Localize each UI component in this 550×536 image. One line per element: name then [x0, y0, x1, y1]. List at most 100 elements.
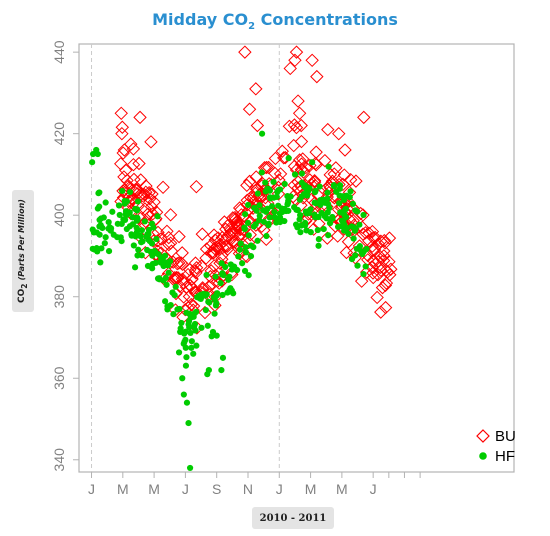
hf-point — [212, 273, 219, 280]
hf-point — [149, 260, 156, 268]
bu-point — [185, 272, 199, 286]
hf-point — [134, 215, 141, 223]
y-tick-label: 360 — [51, 366, 67, 390]
legend: BU HF — [476, 428, 516, 465]
x-tick-label: N — [243, 481, 253, 497]
bu-point — [287, 138, 301, 153]
hf-point — [156, 275, 163, 282]
hf-point — [182, 344, 189, 351]
bu-point — [170, 256, 184, 271]
bu-point — [163, 208, 178, 222]
bu-point — [291, 94, 305, 108]
hf-point — [105, 247, 113, 255]
hf-point — [109, 208, 116, 215]
y-tick-label: 420 — [51, 122, 67, 146]
bu-point — [234, 202, 248, 217]
bu-point — [366, 253, 381, 268]
hf-point — [362, 263, 369, 270]
bu-point — [296, 165, 311, 179]
x-tick-label: M — [305, 481, 317, 497]
hf-point — [360, 271, 367, 278]
bu-point — [294, 118, 308, 133]
bu-point — [324, 176, 339, 190]
bu-point — [377, 233, 392, 248]
bu-point — [189, 179, 204, 194]
hf-point — [183, 399, 191, 406]
bu-point — [336, 177, 350, 192]
hf-point — [309, 159, 316, 166]
bu-point — [207, 228, 221, 242]
hf-point — [285, 155, 292, 162]
bu-point — [144, 200, 159, 214]
hf-point — [110, 231, 117, 238]
bu-point — [305, 53, 319, 68]
hf-point — [146, 238, 153, 245]
bu-point — [172, 256, 186, 270]
bu-point — [373, 260, 388, 275]
bu-point — [257, 161, 272, 175]
hf-point — [204, 322, 211, 329]
hf-point — [236, 246, 244, 253]
hf-point — [102, 199, 109, 206]
hf-point — [190, 323, 198, 330]
hf-point — [345, 230, 352, 238]
hf-point — [260, 218, 267, 225]
hf-point — [266, 187, 273, 194]
hf-point — [358, 248, 365, 255]
hf-point — [147, 248, 154, 255]
hf-point — [298, 170, 306, 177]
bu-point — [309, 145, 323, 159]
bu-point — [138, 202, 152, 216]
bu-point — [368, 230, 382, 245]
y-axis-label-box — [12, 190, 34, 312]
hf-point — [219, 354, 227, 361]
x-tick-label: S — [212, 481, 221, 497]
bu-point — [366, 266, 380, 280]
hf-point — [202, 306, 209, 314]
hf-point — [175, 349, 183, 356]
hf-point — [317, 201, 324, 209]
hf-point — [193, 342, 200, 349]
bu-point — [321, 122, 335, 137]
hf-point — [191, 309, 198, 317]
bu-point — [198, 305, 212, 320]
hf-point — [190, 350, 197, 357]
hf-point — [186, 464, 194, 472]
hf-point — [145, 231, 152, 238]
legend-label-bu: BU — [495, 428, 516, 445]
hf-point — [316, 183, 323, 190]
hf-point — [213, 332, 220, 339]
bu-point — [310, 69, 324, 84]
bu-point — [126, 183, 140, 197]
hf-point — [284, 193, 291, 200]
bu-point — [183, 279, 197, 293]
hf-point — [154, 213, 161, 220]
hf-point — [337, 209, 344, 216]
legend-marker-bu — [476, 429, 490, 443]
y-tick-label: 340 — [51, 448, 67, 472]
bu-point — [370, 290, 384, 305]
hf-point — [247, 242, 255, 249]
hf-point — [297, 229, 304, 236]
hf-point — [347, 188, 354, 195]
bu-point — [161, 266, 176, 281]
hf-point — [320, 225, 327, 233]
bu-point — [114, 106, 128, 121]
hf-point — [336, 200, 343, 207]
hf-point — [129, 214, 136, 221]
hf-point — [265, 222, 272, 229]
x-tick-label: M — [148, 481, 160, 497]
hf-point — [285, 207, 292, 214]
x-tick-label: M — [117, 481, 129, 497]
bu-point — [299, 160, 313, 175]
hf-point — [235, 253, 242, 260]
hf-point — [157, 259, 165, 266]
hf-point — [247, 253, 255, 260]
hf-point — [325, 232, 332, 239]
hf-point — [119, 187, 126, 195]
hf-point — [320, 196, 327, 203]
hf-point — [324, 200, 332, 208]
y-tick-label: 380 — [51, 285, 67, 309]
hf-point — [134, 198, 142, 205]
